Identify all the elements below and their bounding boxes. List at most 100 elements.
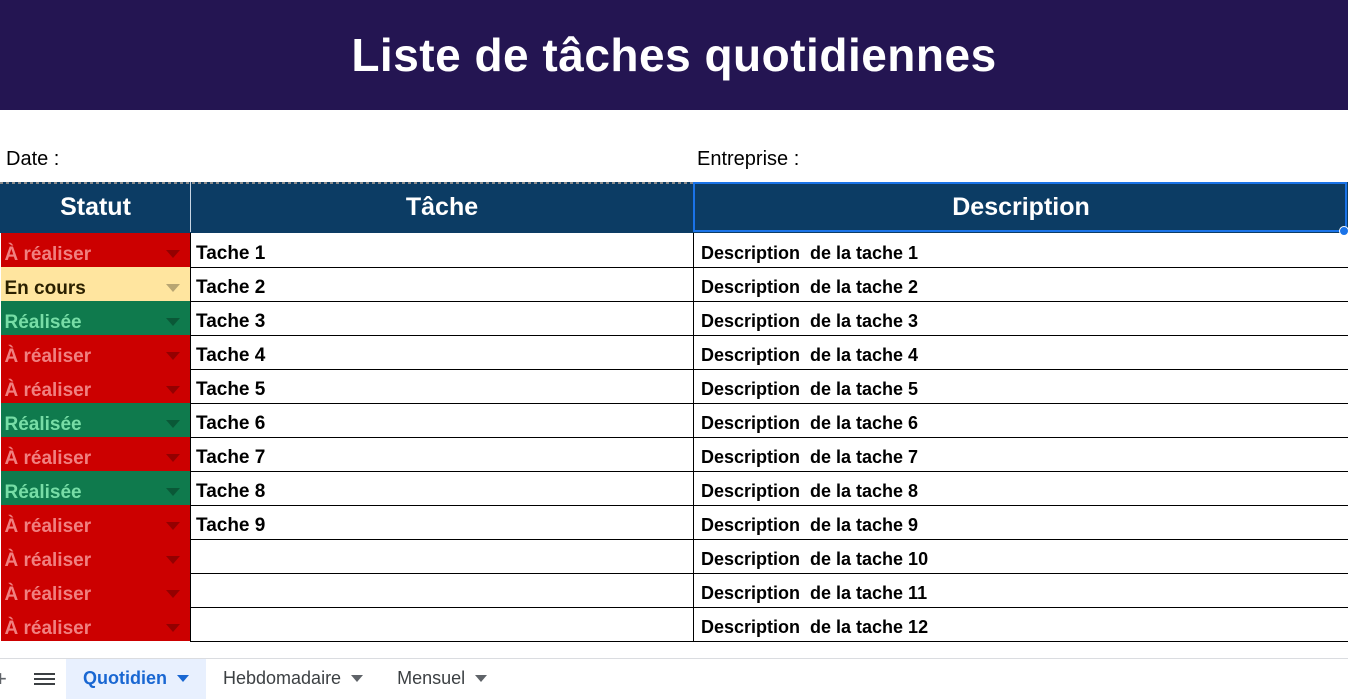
cell-description[interactable]: Description de la tache 6	[694, 403, 1348, 437]
spreadsheet-canvas: Liste de tâches quotidiennes Date : Entr…	[0, 0, 1348, 658]
cell-tache[interactable]	[191, 607, 694, 641]
status-label: Réalisée	[5, 483, 82, 503]
status-dropdown[interactable]: À réaliser	[1, 607, 191, 641]
cell-description[interactable]: Description de la tache 8	[694, 471, 1348, 505]
status-dropdown[interactable]: À réaliser	[1, 437, 191, 471]
cell-description[interactable]: Description de la tache 12	[694, 607, 1348, 641]
status-dropdown[interactable]: À réaliser	[1, 233, 191, 267]
cell-description[interactable]: Description de la tache 4	[694, 335, 1348, 369]
cell-statut[interactable]: À réaliser	[1, 369, 191, 403]
column-header-description[interactable]: Description	[694, 183, 1348, 233]
cell-description[interactable]: Description de la tache 9	[694, 505, 1348, 539]
sheet-tab-quotidien[interactable]: Quotidien	[66, 659, 206, 699]
cell-statut[interactable]: Réalisée	[1, 403, 191, 437]
status-dropdown[interactable]: Réalisée	[1, 403, 191, 437]
cell-statut[interactable]: À réaliser	[1, 233, 191, 268]
chevron-down-icon[interactable]	[166, 318, 180, 326]
all-sheets-menu-icon[interactable]	[22, 673, 66, 685]
chevron-down-icon[interactable]	[166, 352, 180, 360]
cell-statut[interactable]: En cours	[1, 267, 191, 301]
cell-description[interactable]: Description de la tache 5	[694, 369, 1348, 403]
status-label: À réaliser	[5, 585, 92, 605]
cell-statut[interactable]: À réaliser	[1, 607, 191, 641]
grid-top-dotted-border	[0, 182, 693, 184]
cell-tache[interactable]: Tache 9	[191, 505, 694, 539]
status-label: À réaliser	[5, 551, 92, 571]
status-dropdown[interactable]: À réaliser	[1, 335, 191, 369]
chevron-down-icon[interactable]	[166, 420, 180, 428]
chevron-down-icon[interactable]	[166, 556, 180, 564]
cell-statut[interactable]: À réaliser	[1, 335, 191, 369]
status-label: En cours	[5, 279, 86, 299]
status-dropdown[interactable]: À réaliser	[1, 573, 191, 607]
cell-description[interactable]: Description de la tache 3	[694, 301, 1348, 335]
column-header-tache[interactable]: Tâche	[191, 183, 694, 233]
cell-tache[interactable]	[191, 539, 694, 573]
chevron-down-icon[interactable]	[166, 250, 180, 258]
status-dropdown[interactable]: En cours	[1, 267, 191, 301]
cell-tache[interactable]: Tache 5	[191, 369, 694, 403]
sheet-tab-label: Mensuel	[397, 668, 465, 689]
status-dropdown[interactable]: Réalisée	[1, 301, 191, 335]
status-dropdown[interactable]: À réaliser	[1, 505, 191, 539]
chevron-down-icon[interactable]	[475, 675, 487, 682]
chevron-down-icon[interactable]	[166, 386, 180, 394]
chevron-down-icon[interactable]	[166, 454, 180, 462]
cell-statut[interactable]: Réalisée	[1, 471, 191, 505]
table-row: À réaliser Description de la tache 12	[1, 607, 1348, 641]
cell-statut[interactable]: À réaliser	[1, 573, 191, 607]
cell-statut[interactable]: À réaliser	[1, 437, 191, 471]
cell-description[interactable]: Description de la tache 10	[694, 539, 1348, 573]
cell-statut[interactable]: À réaliser	[1, 505, 191, 539]
status-label: À réaliser	[5, 517, 92, 537]
chevron-down-icon[interactable]	[166, 488, 180, 496]
chevron-down-icon[interactable]	[166, 590, 180, 598]
table-header-row: Statut Tâche Description	[1, 183, 1348, 233]
cell-description[interactable]: Description de la tache 11	[694, 573, 1348, 607]
status-label: À réaliser	[5, 619, 92, 639]
add-sheet-button[interactable]: +	[0, 668, 8, 690]
cell-tache[interactable]: Tache 2	[191, 267, 694, 301]
cell-statut[interactable]: Réalisée	[1, 301, 191, 335]
cell-description[interactable]: Description de la tache 1	[694, 233, 1348, 268]
table-row: À réaliser Description de la tache 10	[1, 539, 1348, 573]
status-label: Réalisée	[5, 313, 82, 333]
chevron-down-icon[interactable]	[166, 624, 180, 632]
cell-tache[interactable]: Tache 8	[191, 471, 694, 505]
cell-tache[interactable]: Tache 1	[191, 233, 694, 268]
cell-tache[interactable]: Tache 6	[191, 403, 694, 437]
cell-tache[interactable]: Tache 3	[191, 301, 694, 335]
cell-tache[interactable]	[191, 573, 694, 607]
meta-row: Date : Entreprise :	[0, 110, 1348, 182]
status-dropdown[interactable]: À réaliser	[1, 539, 191, 573]
cell-statut[interactable]: À réaliser	[1, 539, 191, 573]
cell-description[interactable]: Description de la tache 2	[694, 267, 1348, 301]
hamburger-bar	[34, 673, 55, 675]
page-title-banner: Liste de tâches quotidiennes	[0, 0, 1348, 110]
cell-description[interactable]: Description de la tache 7	[694, 437, 1348, 471]
chevron-down-icon[interactable]	[177, 675, 189, 682]
table-row: À réaliser Description de la tache 11	[1, 573, 1348, 607]
column-header-statut[interactable]: Statut	[1, 183, 191, 233]
chevron-down-icon[interactable]	[166, 284, 180, 292]
sheet-tab-hebdomadaire[interactable]: Hebdomadaire	[206, 659, 380, 699]
cell-tache[interactable]: Tache 7	[191, 437, 694, 471]
cell-tache[interactable]: Tache 4	[191, 335, 694, 369]
status-dropdown[interactable]: À réaliser	[1, 369, 191, 403]
sheet-tab-mensuel[interactable]: Mensuel	[380, 659, 504, 699]
chevron-down-icon[interactable]	[351, 675, 363, 682]
fill-handle[interactable]	[1339, 226, 1348, 236]
chevron-down-icon[interactable]	[166, 522, 180, 530]
table-header: Statut Tâche Description	[1, 183, 1348, 233]
status-dropdown[interactable]: Réalisée	[1, 471, 191, 505]
